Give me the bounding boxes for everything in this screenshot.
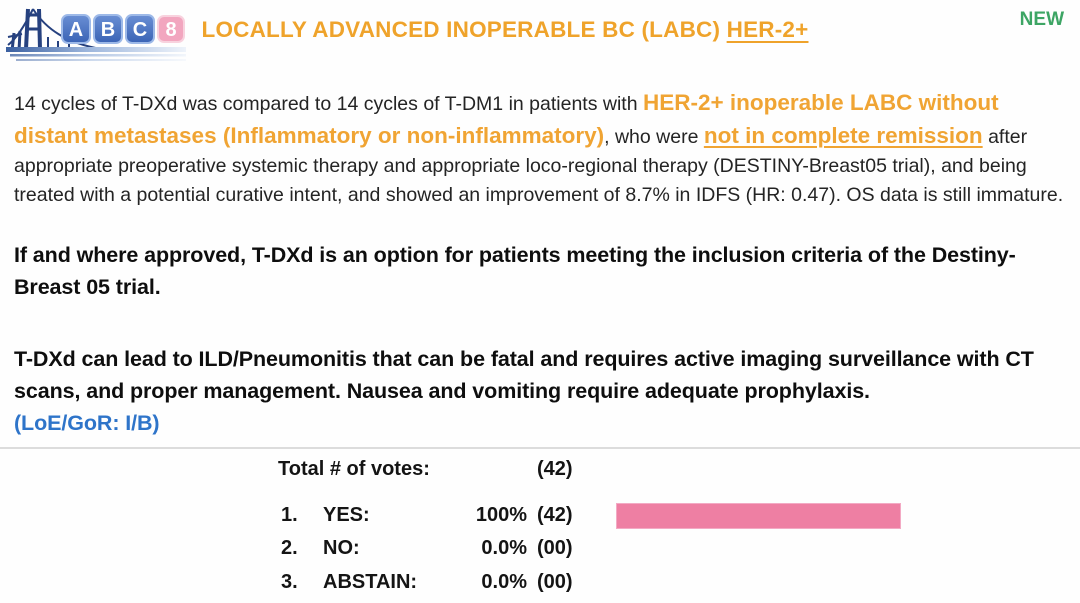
slide-body: 14 cycles of T-DXd was compared to 14 cy… — [0, 86, 1080, 440]
vote-row-abstain: 3. ABSTAIN: 0.0% (00) — [264, 571, 1080, 595]
safety-statement-block: T-DXd can lead to ILD/Pneumonitis that c… — [14, 344, 1066, 439]
intro-seg-plain-3: after appropriate preoperative systemic … — [14, 126, 1064, 206]
bridge-icon: A B C 8 — [6, 8, 186, 61]
vote-bar-yes — [616, 502, 901, 529]
total-votes-row: Total # of votes: (42) — [264, 458, 1080, 482]
total-votes-count: (42) — [537, 458, 573, 480]
vote-row-percent: 0.0% — [481, 571, 527, 593]
new-badge: NEW — [1019, 9, 1064, 30]
abc8-logo: A B C 8 — [6, 3, 191, 72]
total-votes-label: Total # of votes: — [278, 458, 430, 480]
vote-row-percent: 100% — [475, 504, 527, 526]
section-divider — [0, 446, 1080, 449]
page-title-her2: HER-2+ — [726, 17, 809, 42]
loe-gor-label: (LoE/GoR: I/B) — [14, 410, 160, 435]
vote-row-count: (42) — [537, 504, 573, 526]
recommendation-statement: If and where approved, T-DXd is an optio… — [14, 243, 1016, 300]
vote-row-percent: 0.0% — [481, 537, 527, 559]
vote-row-label: ABSTAIN: — [323, 571, 418, 593]
vote-row-label: YES: — [323, 504, 370, 526]
vote-row-yes: 1. YES: 100% (42) — [264, 502, 1080, 529]
intro-seg-plain-2: , who were — [604, 126, 704, 149]
vote-row-number: 1. — [281, 504, 298, 526]
vote-row-count: (00) — [537, 571, 573, 593]
vote-row-number: 3. — [281, 571, 298, 593]
logo-letter-b: B — [101, 19, 115, 41]
vote-row-no: 2. NO: 0.0% (00) — [264, 537, 1080, 561]
intro-seg-highlight-1: HER-2+ inoperable LABC without distant m… — [14, 90, 999, 149]
logo-letter-c: C — [133, 19, 147, 41]
page-title: LOCALLY ADVANCED INOPERABLE BC (LABC) HE… — [185, 17, 825, 43]
vote-row-label: NO: — [323, 537, 360, 559]
intro-seg-highlight-underlined: not in complete remission — [703, 123, 983, 149]
vote-row-number: 2. — [281, 537, 298, 559]
intro-seg-plain-1: 14 cycles of T-DXd was compared to 14 cy… — [14, 93, 643, 115]
voting-results: Total # of votes: (42) 1. YES: 100% (42)… — [264, 458, 1080, 595]
safety-statement: T-DXd can lead to ILD/Pneumonitis that c… — [14, 347, 1034, 403]
vote-row-count: (00) — [537, 537, 573, 559]
logo-letter-a: A — [69, 19, 83, 41]
logo-number-8: 8 — [165, 19, 176, 41]
slide-header: A B C 8 LOCALLY ADVANCED INOPERABLE BC (… — [0, 0, 1080, 70]
intro-paragraph: 14 cycles of T-DXd was compared to 14 cy… — [14, 86, 1066, 209]
page-title-main: LOCALLY ADVANCED INOPERABLE BC (LABC) — [201, 17, 727, 42]
